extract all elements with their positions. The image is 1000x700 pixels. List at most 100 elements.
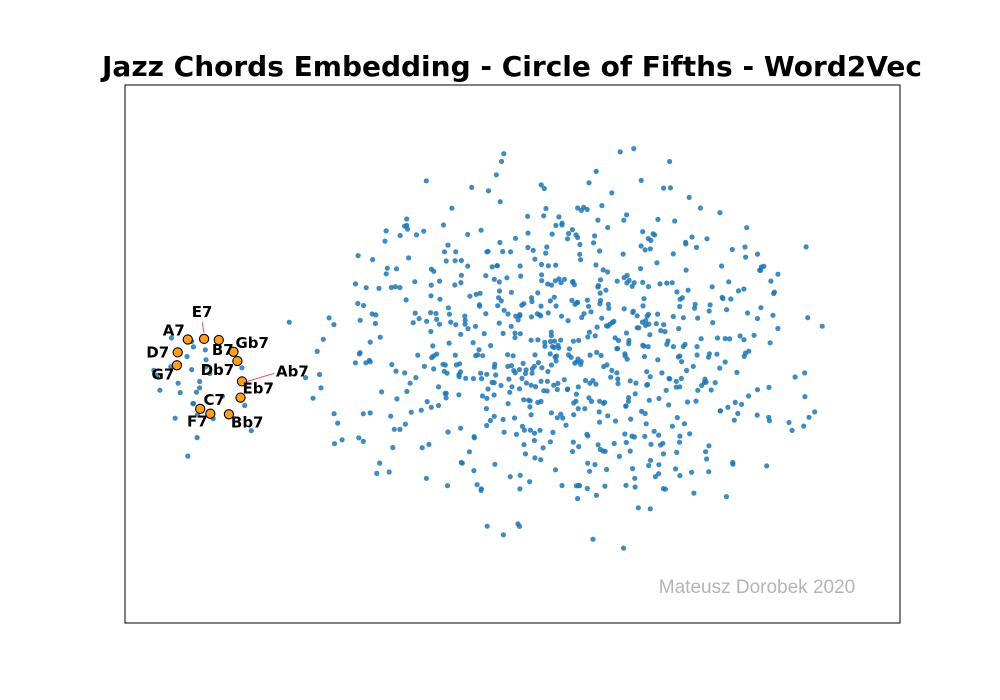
embedding-point: [645, 284, 652, 290]
embedding-point: [458, 257, 464, 264]
embedding-point: [554, 415, 560, 421]
embedding-point: [621, 217, 627, 223]
embedding-point: [402, 370, 408, 376]
embedding-point: [412, 310, 418, 316]
embedding-point: [656, 462, 662, 468]
embedding-point: [495, 303, 501, 309]
embedding-point: [601, 363, 607, 370]
embedding-point: [766, 418, 773, 424]
chart-title: Jazz Chords Embedding - Circle of Fifths…: [100, 50, 922, 83]
embedding-point: [704, 236, 710, 242]
embedding-point: [744, 225, 750, 231]
embedding-point: [532, 384, 539, 390]
embedding-point: [525, 230, 531, 236]
embedding-point: [621, 545, 627, 551]
embedding-point: [677, 384, 683, 390]
embedding-point: [555, 380, 561, 386]
embedding-point: [661, 322, 667, 328]
embedding-point: [645, 235, 651, 242]
embedding-point: [616, 453, 623, 459]
embedding-point: [376, 285, 382, 291]
embedding-point: [658, 442, 664, 448]
embedding-point: [686, 194, 692, 200]
embedding-point: [553, 303, 559, 309]
embedding-point: [507, 389, 513, 395]
embedding-point: [540, 445, 546, 451]
embedding-point: [642, 247, 648, 253]
embedding-point: [528, 295, 535, 301]
embedding-point: [408, 409, 414, 415]
embedding-point: [318, 385, 324, 391]
embedding-point: [743, 254, 749, 260]
embedding-point: [465, 231, 471, 238]
embedding-point: [727, 336, 733, 342]
embedding-point: [391, 426, 397, 432]
embedding-point: [512, 370, 518, 376]
embedding-point: [517, 331, 523, 337]
embedding-point: [645, 344, 651, 350]
embedding-point: [543, 250, 549, 256]
embedding-point: [549, 344, 556, 350]
embedding-point: [656, 395, 662, 402]
embedding-point: [611, 440, 617, 447]
chord-label: A7: [163, 322, 185, 340]
embedding-point: [636, 325, 642, 331]
embedding-point: [541, 213, 547, 219]
embedding-point: [485, 188, 492, 194]
embedding-point: [597, 290, 603, 296]
embedding-point: [687, 431, 693, 437]
embedding-point: [660, 486, 667, 492]
embedding-point: [704, 456, 710, 462]
embedding-point: [570, 439, 576, 445]
embedding-point: [754, 315, 761, 322]
embedding-point: [473, 291, 479, 297]
chord-point: [213, 334, 224, 346]
embedding-point: [388, 284, 394, 291]
embedding-point: [190, 344, 196, 350]
embedding-point: [640, 342, 646, 348]
embedding-point: [699, 382, 705, 389]
embedding-point: [393, 368, 399, 374]
embedding-point: [717, 365, 723, 371]
embedding-point: [647, 246, 653, 252]
embedding-point: [446, 311, 452, 317]
embedding-point: [512, 335, 518, 341]
embedding-point: [521, 397, 527, 403]
embedding-point: [605, 269, 611, 275]
embedding-point: [441, 368, 447, 374]
embedding-point: [407, 380, 413, 386]
embedding-point: [484, 371, 490, 377]
embedding-point: [403, 297, 409, 303]
embedding-point: [594, 324, 600, 330]
embedding-point: [614, 370, 620, 376]
embedding-point: [452, 282, 458, 288]
chord-point: [223, 409, 235, 420]
embedding-point: [577, 251, 583, 257]
embedding-point: [202, 347, 208, 353]
embedding-point: [456, 392, 462, 398]
embedding-point: [542, 343, 548, 349]
embedding-point: [565, 318, 571, 324]
embedding-point: [620, 251, 626, 257]
embedding-point: [471, 468, 477, 474]
embedding-point: [477, 290, 483, 296]
embedding-point: [404, 226, 411, 232]
embedding-point: [629, 283, 635, 289]
embedding-point: [421, 228, 427, 234]
embedding-point: [431, 366, 437, 372]
embedding-point: [326, 315, 332, 321]
embedding-point: [463, 375, 469, 381]
embedding-point: [424, 399, 430, 405]
embedding-point: [678, 375, 684, 382]
embedding-point: [621, 306, 627, 312]
embedding-point: [623, 439, 629, 446]
embedding-point: [638, 243, 644, 249]
embedding-point: [539, 278, 545, 284]
embedding-point: [508, 289, 514, 295]
embedding-point: [744, 310, 751, 316]
embedding-point: [761, 263, 767, 269]
embedding-point: [374, 470, 380, 476]
embedding-point: [207, 370, 213, 377]
embedding-point: [706, 443, 712, 449]
embedding-point: [175, 380, 181, 386]
